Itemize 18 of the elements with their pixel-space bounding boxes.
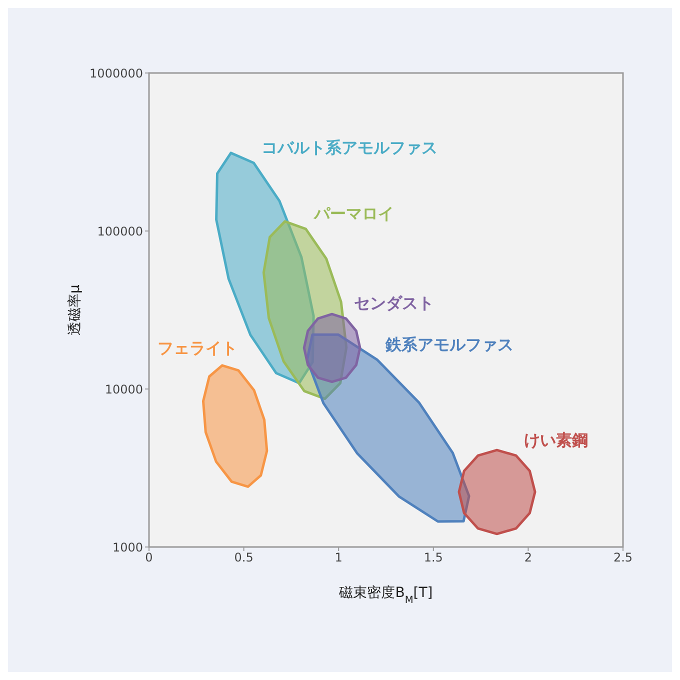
x-tick-label: 2.5 (613, 550, 633, 565)
y-tick-label: 1000 (112, 540, 143, 554)
x-tick-label: 1.5 (424, 550, 443, 565)
x-tick-label: 0.5 (234, 550, 254, 565)
y-tick-label: 10000 (104, 382, 143, 396)
series-label: コバルト系アモルファス (262, 138, 438, 157)
series-label: センダスト (354, 294, 434, 313)
x-tick-label: 2 (524, 550, 532, 565)
x-axis-title: 磁束密度B$_{M}$[T] (338, 585, 433, 606)
y-tick-label: 1000000 (90, 66, 143, 80)
x-tick-label: 1 (334, 550, 342, 565)
series-label: パーマロイ (312, 204, 394, 223)
x-tick-label: 0 (145, 550, 153, 565)
series-label: 鉄系アモルファス (384, 334, 514, 354)
series-label: けい素鋼 (524, 430, 588, 450)
y-tick-label: 100000 (97, 224, 143, 238)
y-axis-title: 透磁率μ (67, 284, 83, 336)
series-label: フェライト (157, 338, 238, 358)
